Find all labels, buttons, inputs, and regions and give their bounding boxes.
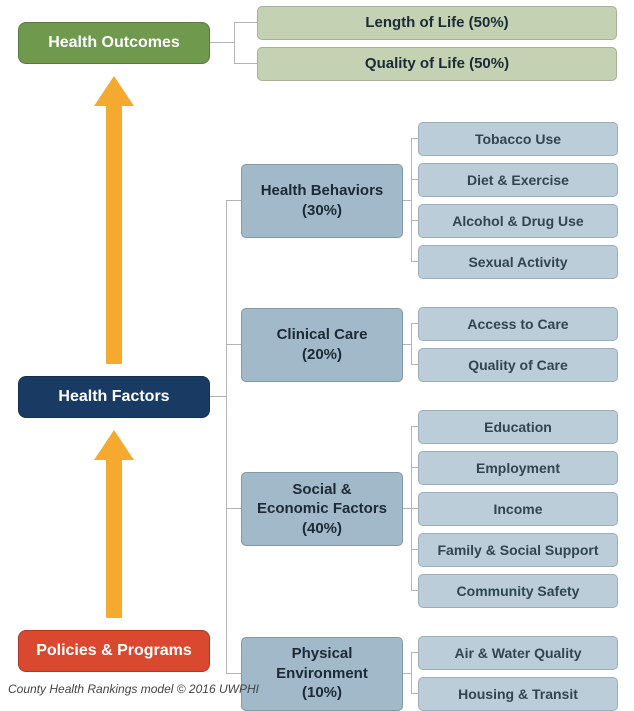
conn: [226, 200, 242, 201]
conn: [234, 23, 235, 64]
factor-leaf: Income: [418, 492, 618, 526]
arrow-shaft: [106, 104, 122, 364]
conn: [403, 200, 411, 201]
factor-leaf: Access to Care: [418, 307, 618, 341]
conn: [411, 323, 419, 324]
conn: [403, 344, 411, 345]
conn: [226, 508, 242, 509]
arrow-policies-to-factors: [94, 430, 134, 618]
conn: [411, 549, 419, 550]
health-factors-box: Health Factors: [18, 376, 210, 418]
conn: [411, 693, 419, 694]
conn: [226, 673, 242, 674]
conn: [411, 652, 419, 653]
factor-leaf: Community Safety: [418, 574, 618, 608]
arrow-head-icon: [94, 430, 134, 460]
conn: [411, 364, 419, 365]
conn: [234, 22, 258, 23]
factor-leaf: Family & Social Support: [418, 533, 618, 567]
conn: [411, 179, 419, 180]
factor-leaf: Tobacco Use: [418, 122, 618, 156]
conn: [411, 426, 419, 427]
conn: [411, 324, 412, 365]
conn: [411, 508, 419, 509]
factor-category: Health Behaviors (30%): [241, 164, 403, 238]
conn: [210, 396, 226, 397]
conn: [411, 653, 412, 694]
factor-leaf: Education: [418, 410, 618, 444]
health-outcomes-box: Health Outcomes: [18, 22, 210, 64]
factor-category: Clinical Care (20%): [241, 308, 403, 382]
conn: [411, 139, 412, 262]
policies-programs-box: Policies & Programs: [18, 630, 210, 672]
factor-leaf: Alcohol & Drug Use: [418, 204, 618, 238]
factor-leaf: Air & Water Quality: [418, 636, 618, 670]
factor-leaf: Diet & Exercise: [418, 163, 618, 197]
conn: [226, 344, 242, 345]
conn: [411, 220, 419, 221]
arrow-shaft: [106, 458, 122, 618]
conn: [411, 467, 419, 468]
conn: [234, 63, 258, 64]
factor-category: Physical Environment (10%): [241, 637, 403, 711]
conn: [210, 42, 234, 43]
factor-category: Social & Economic Factors (40%): [241, 472, 403, 546]
conn: [403, 673, 411, 674]
conn: [411, 590, 419, 591]
footer-credit: County Health Rankings model © 2016 UWPH…: [8, 682, 259, 696]
conn: [411, 427, 412, 591]
factor-leaf: Quality of Care: [418, 348, 618, 382]
factor-leaf: Employment: [418, 451, 618, 485]
factor-leaf: Sexual Activity: [418, 245, 618, 279]
arrow-factors-to-outcomes: [94, 76, 134, 364]
conn: [411, 261, 419, 262]
outcome-leaf: Quality of Life (50%): [257, 47, 617, 81]
conn: [226, 201, 227, 674]
arrow-head-icon: [94, 76, 134, 106]
outcome-leaf: Length of Life (50%): [257, 6, 617, 40]
conn: [411, 138, 419, 139]
conn: [403, 508, 411, 509]
